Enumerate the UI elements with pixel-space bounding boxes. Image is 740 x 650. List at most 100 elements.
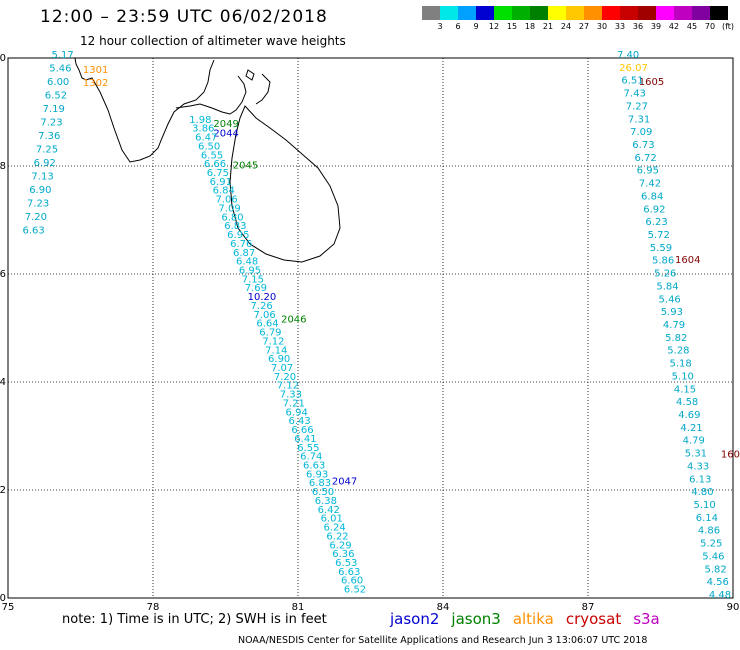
wave-height-east: 4.79 [663, 320, 685, 331]
wave-height-east: 5.84 [656, 281, 678, 292]
wave-height-jason: 6.87 [233, 248, 255, 259]
color-swatch [584, 6, 602, 20]
wave-height-east: 5.46 [659, 294, 681, 305]
color-scale-tick: 42 [668, 22, 680, 31]
x-tick-label: 78 [147, 602, 160, 613]
wave-height-jason: 7.33 [280, 390, 302, 401]
color-scale-tick: 70 [704, 22, 716, 31]
color-swatch [620, 6, 638, 20]
wave-height-jason: 6.66 [204, 159, 226, 170]
wave-height-east: 4.86 [698, 526, 720, 537]
wave-height-jason: 6.38 [315, 496, 337, 507]
wave-height-jason: 1.98 [189, 115, 211, 126]
wave-height-jason: 6.29 [329, 540, 351, 551]
color-swatch [530, 6, 548, 20]
wave-height-east: 5.72 [648, 230, 670, 241]
wave-height-west: 6.00 [47, 77, 69, 88]
wave-height-jason: 7.21 [283, 398, 305, 409]
wave-height-jason: 3.86 [192, 124, 214, 135]
wave-height-east: 6.14 [696, 513, 718, 524]
wave-height-west: 7.36 [38, 131, 60, 142]
color-scale-bar [422, 6, 728, 20]
pass-time-label: 2046 [281, 315, 306, 326]
wave-height-jason: 7.26 [251, 301, 273, 312]
wave-height-east: 6.84 [641, 191, 663, 202]
wave-height-east: 5.18 [669, 359, 691, 370]
wave-height-east: 5.82 [665, 333, 687, 344]
color-swatch [494, 6, 512, 20]
wave-height-east: 6.73 [632, 140, 654, 151]
wave-height-west: 7.23 [27, 199, 49, 210]
wave-height-jason: 7.09 [218, 203, 240, 214]
wave-height-west: 6.52 [45, 91, 67, 102]
pass-time-label: 2049 [213, 119, 238, 130]
color-swatch [476, 6, 494, 20]
wave-height-jason: 7.06 [253, 310, 275, 321]
x-tick-label: 75 [2, 602, 15, 613]
legend-jason2: jason2 [390, 610, 440, 628]
wave-height-east: 7.09 [630, 127, 652, 138]
color-scale-tick: 30 [596, 22, 608, 31]
wave-height-east: 4.15 [674, 384, 696, 395]
wave-height-jason: 6.66 [291, 425, 313, 436]
wave-height-east: 6.72 [634, 153, 656, 164]
wave-height-east: 4.48 [709, 590, 731, 601]
wave-height-jason: 6.79 [259, 328, 281, 339]
color-scale-tick: 24 [560, 22, 572, 31]
legend-jason3: jason3 [451, 610, 501, 628]
wave-height-jason: 6.63 [338, 567, 360, 578]
color-scale-tick: 21 [542, 22, 554, 31]
pass-time-label: 2047 [332, 477, 357, 488]
wave-height-east: 6.95 [637, 166, 659, 177]
wave-height-jason: 6.60 [341, 576, 363, 587]
wave-height-east: 5.10 [672, 371, 694, 382]
wave-height-east: 7.40 [617, 50, 639, 61]
palk-strait-coast [175, 75, 247, 115]
wave-height-west: 6.92 [34, 158, 56, 169]
wave-height-east: 6.23 [645, 217, 667, 228]
wave-height-east: 5.93 [661, 307, 683, 318]
color-swatch [602, 6, 620, 20]
pass-time-label: 2045 [233, 161, 258, 172]
map-frame [7, 57, 734, 599]
wave-height-jason: 7.12 [262, 336, 284, 347]
wave-height-east: 4.33 [687, 461, 709, 472]
color-scale-tick: 27 [578, 22, 590, 31]
color-scale-tick: 6 [455, 22, 461, 31]
wave-height-east: 7.42 [639, 179, 661, 190]
color-scale-tick: 18 [524, 22, 536, 31]
pass-time-label: 160 [721, 450, 740, 461]
wave-height-jason: 6.74 [300, 452, 322, 463]
color-swatch [638, 6, 656, 20]
wave-height-west: 7.19 [43, 104, 65, 115]
x-tick-label: 87 [582, 602, 595, 613]
color-swatch [440, 6, 458, 20]
peninsula-coast [255, 73, 271, 105]
color-swatch [674, 6, 692, 20]
wave-height-jason: 6.22 [326, 531, 348, 542]
satellite-legend: jason2 jason3 altika cryosat s3a [390, 610, 672, 628]
wave-height-jason: 6.95 [227, 230, 249, 241]
x-tick-label: 84 [437, 602, 450, 613]
page-subtitle: 12 hour collection of altimeter wave hei… [80, 34, 346, 48]
color-swatch [566, 6, 584, 20]
wave-height-jason: 6.76 [230, 239, 252, 250]
wave-height-jason: 6.53 [335, 558, 357, 569]
color-scale-tick: 9 [473, 22, 479, 31]
wave-height-west: 5.17 [52, 50, 74, 61]
wave-height-west: 7.23 [40, 118, 62, 129]
color-scale-tick: 15 [506, 22, 518, 31]
pass-time-label: 1302 [83, 78, 108, 89]
wave-height-east: 26.07 [619, 63, 648, 74]
wave-height-jason: 6.83 [309, 478, 331, 489]
color-scale-tick: 45 [686, 22, 698, 31]
wave-height-east: 4.21 [680, 423, 702, 434]
color-scale-tick: 3 [437, 22, 443, 31]
wave-height-east: 5.46 [702, 551, 724, 562]
wave-height-east: 6.51 [621, 76, 643, 87]
legend-s3a: s3a [633, 610, 660, 628]
color-scale-tick: 36 [632, 22, 644, 31]
color-scale-tick: 33 [614, 22, 626, 31]
wave-height-jason: 6.01 [321, 514, 343, 525]
